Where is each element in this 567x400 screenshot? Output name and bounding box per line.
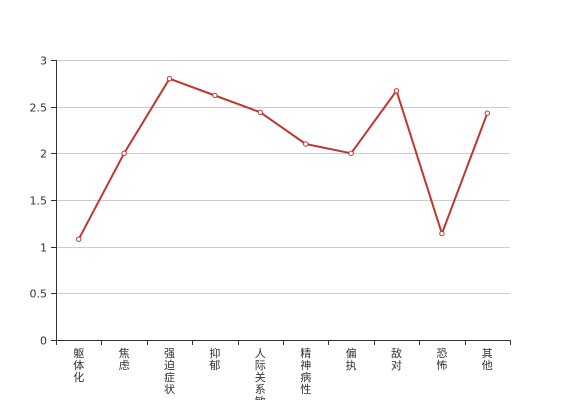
y-tick-label: 3 [40, 55, 47, 68]
data-point[interactable] [393, 88, 400, 94]
data-point[interactable] [348, 150, 354, 157]
y-tick-label: 1 [40, 242, 47, 255]
x-category-label: 人际关系敏感 [255, 347, 266, 400]
axis-layer [51, 60, 511, 345]
x-category-label: 躯体化 [73, 347, 84, 384]
y-tick-label: 2.5 [30, 102, 48, 115]
label-layer: 0 0.5 1 1.5 2 2.5 3 躯体化 焦虑 强迫症状 抑郁 人际关系敏感 精神病性 偏执 敌对 恐怖… [30, 55, 493, 400]
x-category-label: 抑郁 [209, 346, 220, 372]
x-category-label: 强迫症状 [164, 347, 175, 396]
data-point[interactable] [121, 150, 127, 157]
x-category-label: 焦虑 [119, 347, 130, 372]
grid-layer [56, 60, 510, 294]
x-category-label: 偏执 [346, 346, 357, 372]
data-point[interactable] [439, 230, 445, 237]
x-category-label: 其他 [482, 347, 493, 372]
data-point[interactable] [303, 141, 309, 147]
x-category-label: 敌对 [391, 346, 402, 372]
series-layer [76, 75, 490, 242]
y-tick-label: 2 [40, 148, 47, 161]
x-category-label: 精神病性 [300, 347, 311, 396]
data-point[interactable] [484, 110, 490, 116]
data-point[interactable] [76, 236, 82, 242]
series-line [77, 77, 489, 240]
y-tick-label: 0 [40, 335, 47, 348]
data-point[interactable] [166, 75, 173, 82]
y-tick-label: 0.5 [30, 288, 48, 301]
data-point[interactable] [257, 109, 263, 115]
data-point[interactable] [212, 92, 218, 99]
x-category-label: 恐怖 [436, 347, 447, 372]
y-tick-label: 1.5 [30, 195, 48, 208]
